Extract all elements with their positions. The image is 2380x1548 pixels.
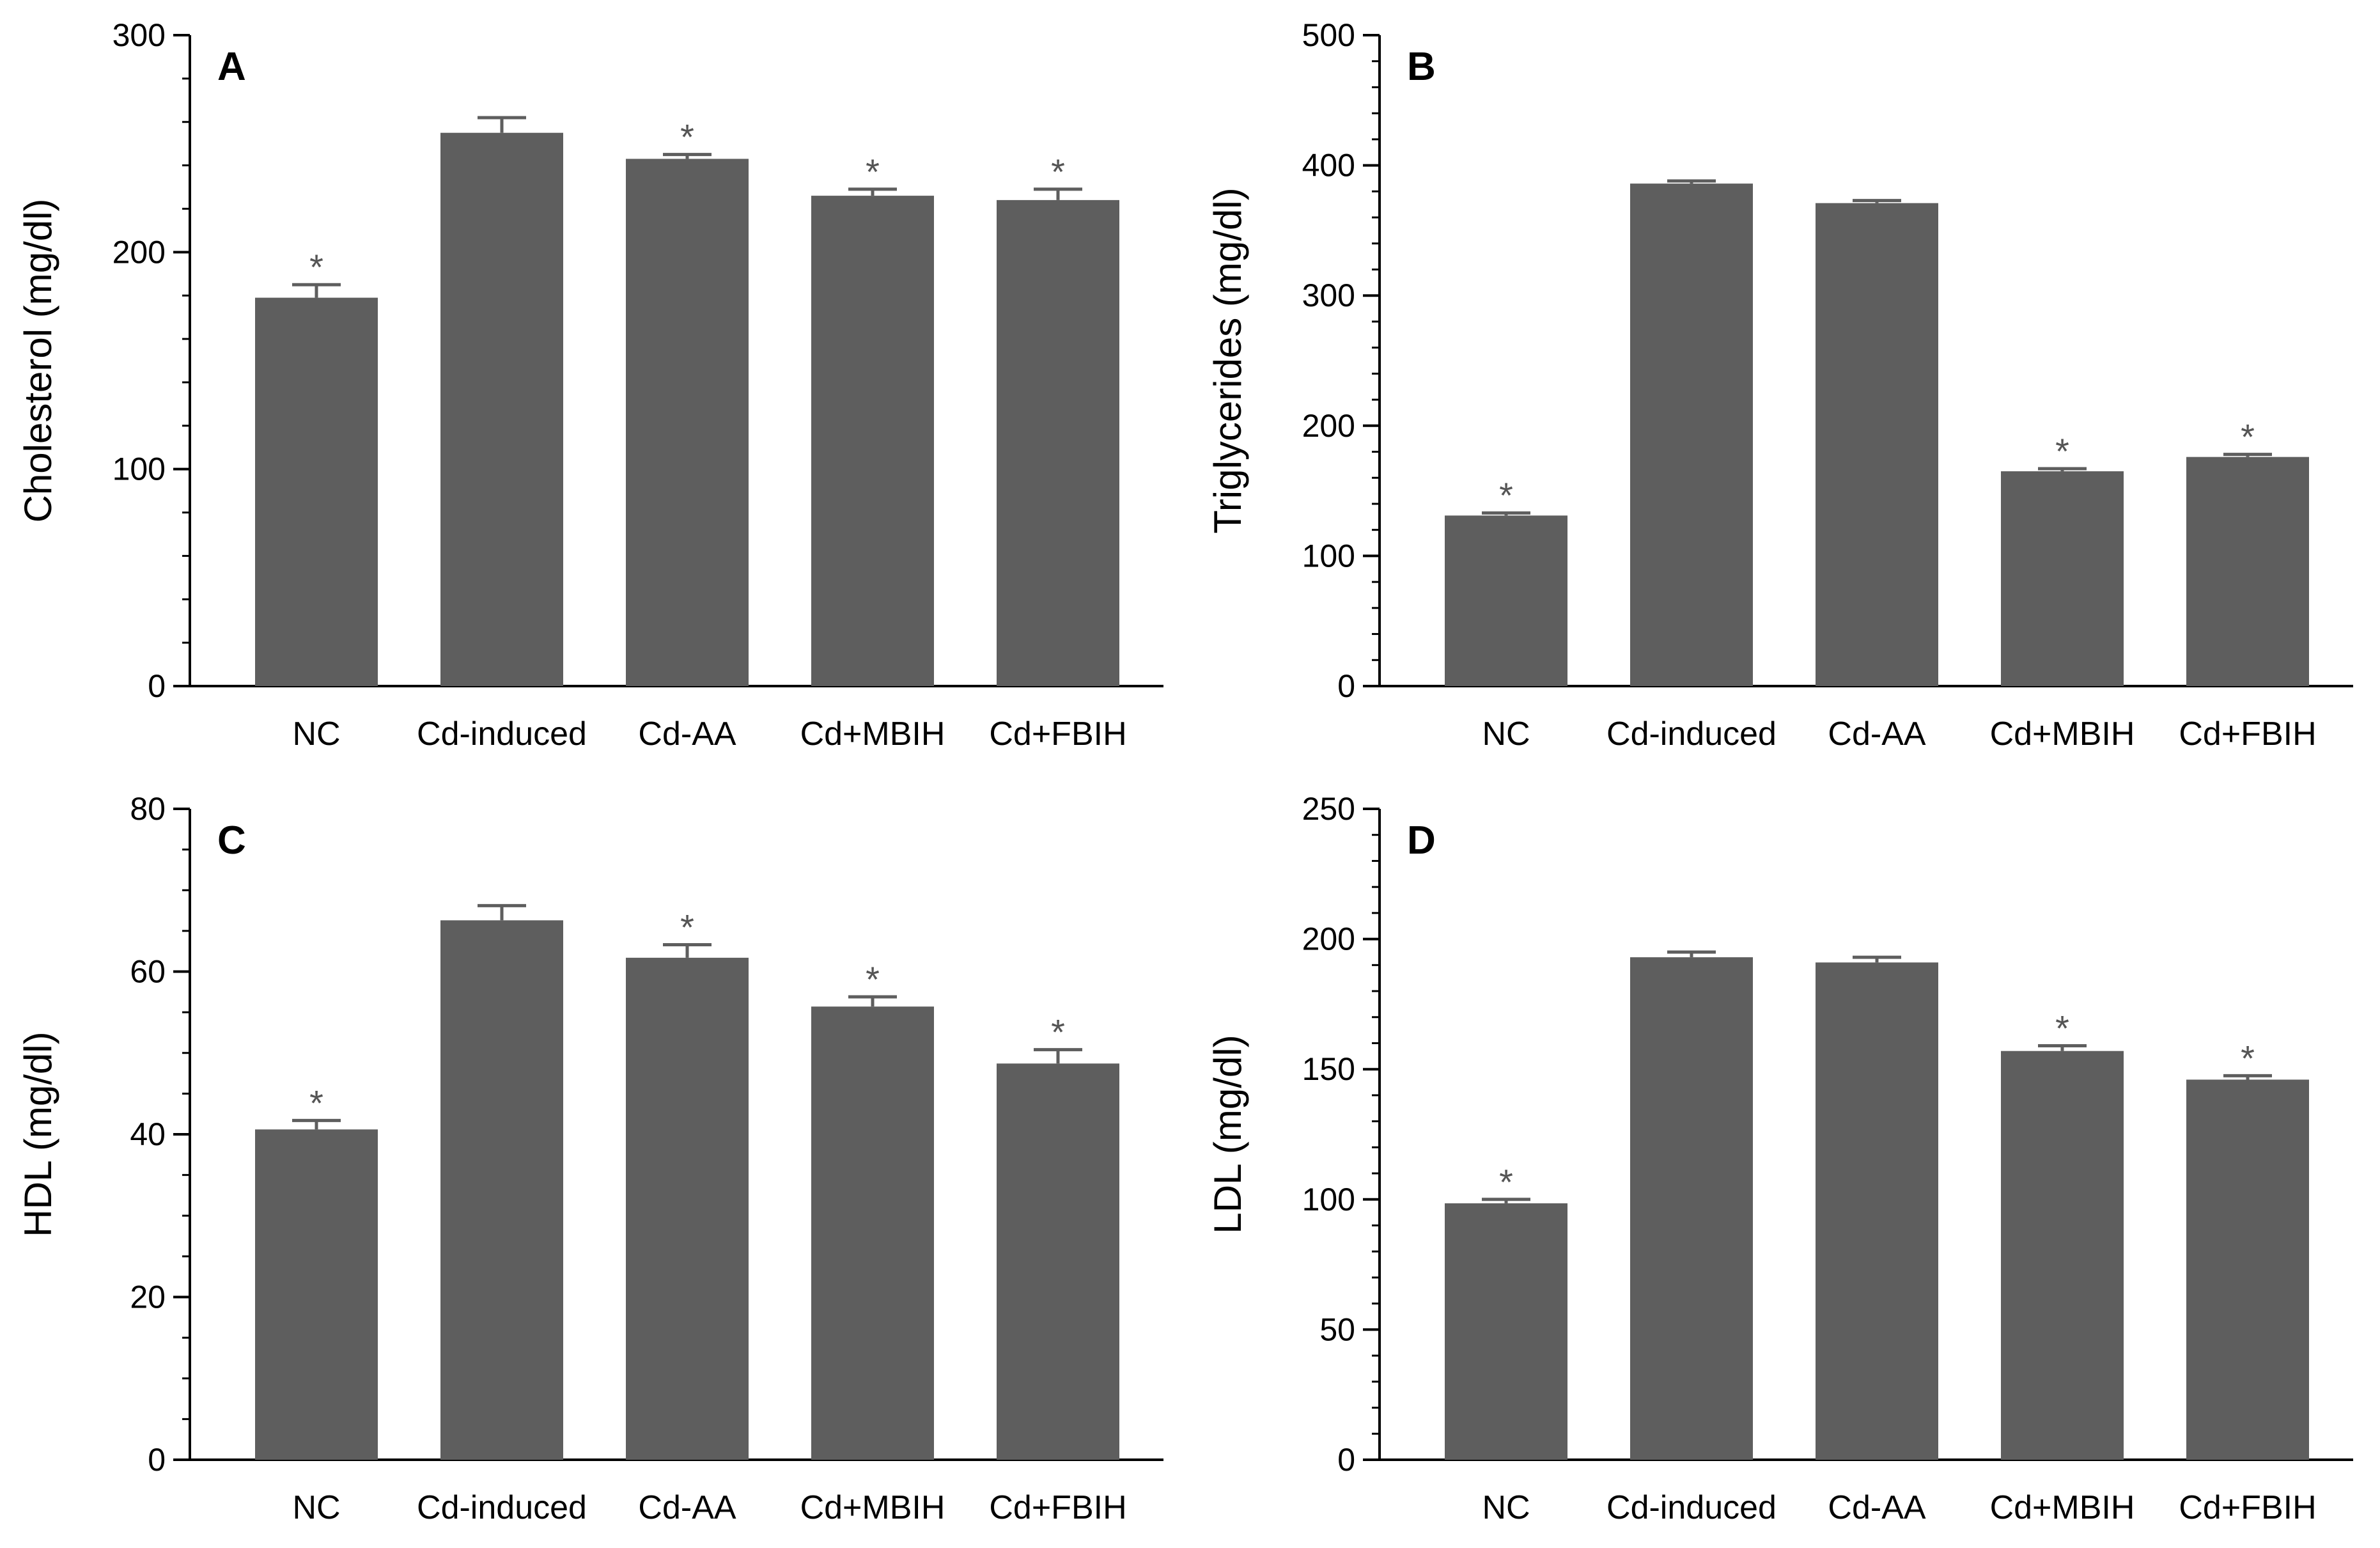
- y-tick-label: 0: [1337, 1442, 1355, 1478]
- x-category-label: Cd+FBIH: [989, 715, 1126, 753]
- x-category-label: Cd-induced: [1606, 715, 1777, 753]
- x-category-label: Cd+MBIH: [800, 715, 945, 753]
- y-tick-label: 250: [1302, 791, 1355, 827]
- y-tick-label: 500: [1302, 17, 1355, 53]
- y-tick-label: 50: [1319, 1311, 1355, 1347]
- y-tick-label: 20: [130, 1279, 166, 1315]
- y-tick-label: 100: [1302, 1182, 1355, 1217]
- panel-c-hdl: 0 20 40 60 80 HDL (mg/dl) C * NC Cd-induced * Cd-AA…: [0, 774, 1190, 1547]
- x-category-label: NC: [1482, 715, 1530, 753]
- x-category-label: Cd-induced: [417, 715, 587, 753]
- bar-cd-mbih: [811, 1006, 934, 1460]
- y-axis-label: Cholesterol (mg/dl): [17, 199, 59, 523]
- bar-cd-fbih: [997, 1063, 1119, 1460]
- bar-nc: [255, 1129, 378, 1460]
- x-category-label: NC: [292, 715, 340, 753]
- x-category-label: Cd+FBIH: [2179, 1489, 2316, 1526]
- x-category-label: Cd-induced: [1606, 1489, 1777, 1526]
- panel-letter: C: [217, 818, 246, 863]
- significance-marker: *: [1051, 1012, 1065, 1052]
- bar-nc: [1445, 515, 1567, 686]
- significance-marker: *: [309, 247, 323, 287]
- bar-cd-induced: [1630, 184, 1753, 686]
- y-axis-label: LDL (mg/dl): [1206, 1035, 1249, 1233]
- bar-cd-aa: [626, 957, 749, 1460]
- significance-marker: *: [866, 152, 880, 192]
- panel-letter: A: [217, 45, 246, 89]
- significance-marker: *: [680, 907, 694, 948]
- x-category-label: Cd-induced: [417, 1489, 587, 1526]
- y-tick-label: 400: [1302, 148, 1355, 184]
- y-tick-label: 200: [113, 234, 166, 270]
- significance-marker: *: [2241, 1038, 2255, 1078]
- y-tick-label: 0: [148, 1442, 166, 1478]
- y-tick-label: 80: [130, 791, 166, 827]
- bar-cd-fbih: [2186, 457, 2309, 686]
- y-tick-label: 200: [1302, 408, 1355, 444]
- significance-marker: *: [1051, 152, 1065, 192]
- hdl-chart: 0 20 40 60 80 HDL (mg/dl) C * NC Cd-induced * Cd-AA…: [17, 791, 1163, 1526]
- x-category-label: Cd+MBIH: [1990, 715, 2135, 753]
- cholesterol-chart: 0 100 200 300 Cholesterol (mg/dl) A * NC Cd-indu…: [17, 17, 1163, 753]
- y-tick-label: 300: [113, 17, 166, 53]
- x-category-label: Cd+FBIH: [2179, 715, 2316, 753]
- x-category-label: NC: [292, 1489, 340, 1526]
- x-category-label: Cd-AA: [1828, 715, 1925, 753]
- panel-letter: D: [1407, 818, 1436, 863]
- y-axis-label: HDL (mg/dl): [17, 1031, 59, 1237]
- panel-b-triglycerides: 0 100 200 300 400 500 Triglycerides (mg/dl) B * N…: [1190, 0, 2379, 774]
- x-category-label: Cd-AA: [638, 1489, 736, 1526]
- y-tick-label: 100: [1302, 538, 1355, 574]
- bar-cd-induced: [440, 132, 563, 686]
- bar-cd-mbih: [2001, 471, 2124, 686]
- bar-cd-aa: [1816, 962, 1938, 1460]
- y-tick-label: 0: [148, 668, 166, 704]
- panel-d-ldl: 0 50 100 150 200 250 LDL (mg/dl) D * NC Cd-induced…: [1190, 774, 2379, 1547]
- bar-cd-fbih: [997, 199, 1119, 687]
- bar-cd-induced: [440, 920, 563, 1460]
- bar-cd-mbih: [811, 196, 934, 686]
- significance-marker: *: [866, 959, 880, 999]
- significance-marker: *: [2055, 1008, 2069, 1049]
- x-category-label: Cd+MBIH: [800, 1489, 945, 1526]
- y-axis-label: Triglycerides (mg/dl): [1206, 187, 1249, 533]
- significance-marker: *: [309, 1083, 323, 1123]
- bar-cd-aa: [626, 159, 749, 687]
- bar-cd-induced: [1630, 957, 1753, 1460]
- x-category-label: Cd+FBIH: [989, 1489, 1126, 1526]
- bar-nc: [1445, 1203, 1567, 1460]
- y-tick-label: 200: [1302, 921, 1355, 957]
- ldl-chart: 0 50 100 150 200 250 LDL (mg/dl) D * NC Cd-induced…: [1206, 791, 2353, 1526]
- y-tick-label: 0: [1337, 668, 1355, 704]
- bar-cd-mbih: [2001, 1051, 2124, 1460]
- x-category-label: NC: [1482, 1489, 1530, 1526]
- x-category-label: Cd-AA: [638, 715, 736, 753]
- y-tick-label: 60: [130, 954, 166, 990]
- y-tick-label: 150: [1302, 1051, 1355, 1087]
- y-tick-label: 300: [1302, 278, 1355, 313]
- y-tick-label: 40: [130, 1116, 166, 1152]
- significance-marker: *: [680, 117, 694, 157]
- bar-cd-aa: [1816, 203, 1938, 686]
- significance-marker: *: [1499, 475, 1513, 515]
- significance-marker: *: [2055, 431, 2069, 471]
- x-category-label: Cd+MBIH: [1990, 1489, 2135, 1526]
- triglycerides-chart: 0 100 200 300 400 500 Triglycerides (mg/dl) B * N…: [1206, 17, 2353, 753]
- panel-letter: B: [1407, 45, 1436, 89]
- bar-cd-fbih: [2186, 1079, 2309, 1460]
- panel-a-cholesterol: 0 100 200 300 Cholesterol (mg/dl) A * NC Cd-indu…: [0, 0, 1190, 774]
- bar-nc: [255, 297, 378, 686]
- x-category-label: Cd-AA: [1828, 1489, 1925, 1526]
- y-tick-label: 100: [113, 451, 166, 487]
- significance-marker: *: [1499, 1162, 1513, 1202]
- significance-marker: *: [2241, 417, 2255, 457]
